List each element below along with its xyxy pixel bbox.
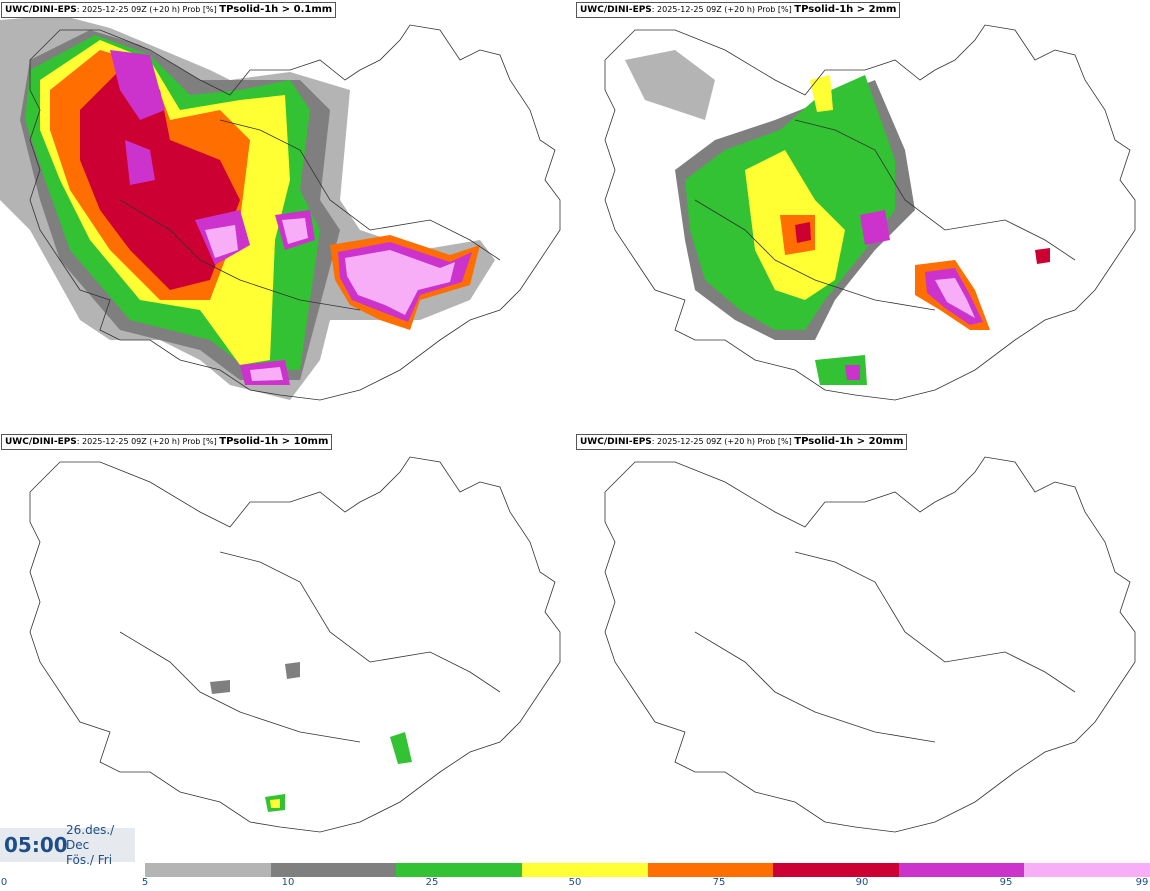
run-info: : 2025-12-25 09Z (+20 h) Prob [%] bbox=[76, 5, 220, 14]
legend-tick: 90 bbox=[855, 877, 869, 888]
legend-tick: 50 bbox=[568, 877, 582, 888]
model-name: UWC/DINI-EPS bbox=[5, 437, 77, 447]
valid-time: 05:00 bbox=[4, 833, 68, 857]
coastline bbox=[29, 24, 561, 401]
map-20mm bbox=[604, 456, 1136, 833]
legend-tick: 95 bbox=[999, 877, 1013, 888]
color-legend bbox=[145, 863, 1150, 877]
valid-date: 26.des./ Dec Fös./ Fri bbox=[66, 823, 135, 868]
coastline bbox=[604, 24, 1136, 401]
variable-label: TPsolid-1h > 2mm bbox=[794, 4, 897, 15]
map-panel-10mm: UWC/DINI-EPS: 2025-12-25 09Z (+20 h) Pro… bbox=[0, 432, 575, 862]
map-0.1mm bbox=[0, 15, 561, 401]
coastline bbox=[29, 456, 561, 833]
model-name: UWC/DINI-EPS bbox=[5, 5, 77, 15]
map-panel-0.1mm: UWC/DINI-EPS: 2025-12-25 09Z (+20 h) Pro… bbox=[0, 0, 575, 430]
variable-label: TPsolid-1h > 20mm bbox=[794, 436, 904, 447]
model-name: UWC/DINI-EPS bbox=[580, 5, 652, 15]
precip-shading bbox=[210, 662, 412, 812]
coastline bbox=[604, 456, 1136, 833]
legend-tick: 75 bbox=[712, 877, 726, 888]
panel-title: UWC/DINI-EPS: 2025-12-25 09Z (+20 h) Pro… bbox=[576, 2, 901, 18]
run-info: : 2025-12-25 09Z (+20 h) Prob [%] bbox=[651, 5, 795, 14]
legend-segment bbox=[898, 863, 1025, 877]
map-panel-2mm: UWC/DINI-EPS: 2025-12-25 09Z (+20 h) Pro… bbox=[575, 0, 1150, 430]
model-name: UWC/DINI-EPS bbox=[580, 437, 652, 447]
legend-segment bbox=[773, 863, 899, 877]
precip-shading bbox=[0, 15, 495, 400]
precip-shading bbox=[625, 50, 1050, 385]
panel-title: UWC/DINI-EPS: 2025-12-25 09Z (+20 h) Pro… bbox=[576, 434, 908, 450]
legend-segment bbox=[1024, 863, 1150, 877]
map-10mm bbox=[29, 456, 561, 833]
valid-time-box: 05:00 26.des./ Dec Fös./ Fri bbox=[0, 823, 135, 867]
map-2mm bbox=[604, 24, 1136, 401]
legend-segment bbox=[647, 863, 774, 877]
legend-segment bbox=[270, 863, 397, 877]
map-panel-20mm: UWC/DINI-EPS: 2025-12-25 09Z (+20 h) Pro… bbox=[575, 432, 1150, 862]
legend-tick: 99 bbox=[1135, 877, 1149, 888]
legend-tick: 25 bbox=[425, 877, 439, 888]
day-line: Fös./ Fri bbox=[66, 852, 113, 867]
legend-tick: 0 bbox=[0, 877, 8, 888]
legend-segment bbox=[521, 863, 648, 877]
panel-title: UWC/DINI-EPS: 2025-12-25 09Z (+20 h) Pro… bbox=[1, 2, 337, 18]
variable-label: TPsolid-1h > 0.1mm bbox=[219, 4, 333, 15]
variable-label: TPsolid-1h > 10mm bbox=[219, 436, 329, 447]
panel-title: UWC/DINI-EPS: 2025-12-25 09Z (+20 h) Pro… bbox=[1, 434, 333, 450]
legend-segment bbox=[396, 863, 522, 877]
legend-tick: 5 bbox=[141, 877, 149, 888]
legend-segment bbox=[145, 863, 271, 877]
date-line: 26.des./ Dec bbox=[66, 822, 115, 852]
run-info: : 2025-12-25 09Z (+20 h) Prob [%] bbox=[76, 437, 220, 446]
run-info: : 2025-12-25 09Z (+20 h) Prob [%] bbox=[651, 437, 795, 446]
legend-tick: 10 bbox=[281, 877, 295, 888]
